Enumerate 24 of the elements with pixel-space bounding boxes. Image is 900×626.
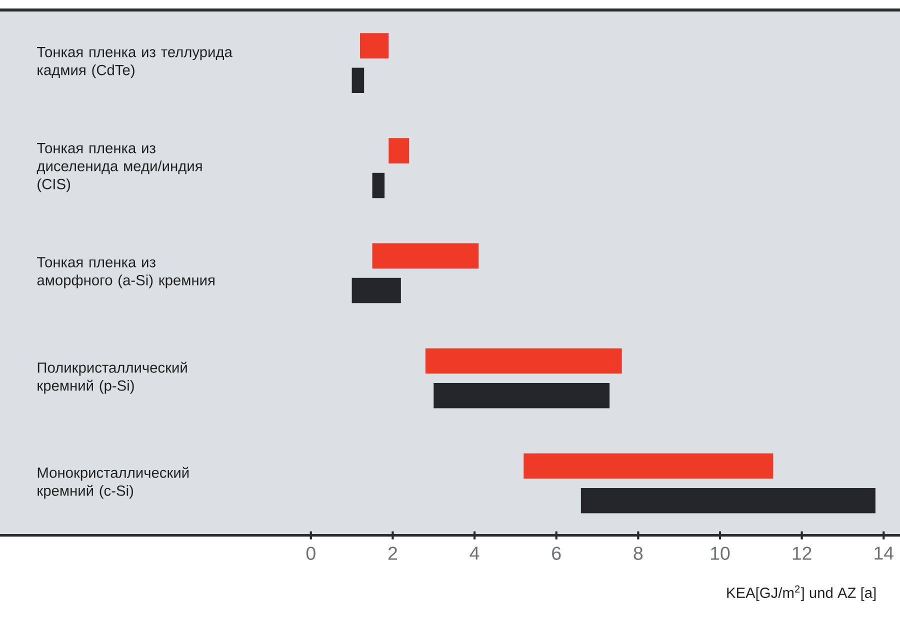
bar xyxy=(580,488,876,514)
x-tick-label: 0 xyxy=(306,546,316,560)
y-tick-label: Тонкая пленка из диселенида меди/индия (CIS) xyxy=(36,143,202,192)
bar xyxy=(434,382,610,408)
x-tick-label: 14 xyxy=(874,546,894,560)
bar xyxy=(524,453,774,479)
bar xyxy=(352,278,401,304)
y-tick-label: Поликристаллический кремний (p-Si) xyxy=(38,362,187,394)
bar xyxy=(425,348,622,374)
x-tick-label: 2 xyxy=(388,546,397,560)
x-tick-label: 12 xyxy=(792,546,812,560)
x-tick-label: 10 xyxy=(711,546,730,560)
bar xyxy=(360,33,389,58)
y-tick-label: Тонкая пленка из теллурида кадмия (CdTe) xyxy=(37,46,232,78)
bar xyxy=(388,138,410,164)
x-axis-title: KEA[GJ/m$^{2}$] und AZ [a] xyxy=(727,585,876,601)
bar xyxy=(352,68,364,94)
y-tick-label: Тонкая пленка из аморфного (a-Si) кремния xyxy=(37,257,214,288)
bar xyxy=(372,172,385,198)
y-tick-label: Монокристаллический кремний (c-Si) xyxy=(38,466,189,499)
bar xyxy=(372,243,479,268)
x-tick-label: 8 xyxy=(634,546,643,560)
x-tick-label: 6 xyxy=(552,546,561,560)
x-tick-label: 4 xyxy=(470,546,480,560)
